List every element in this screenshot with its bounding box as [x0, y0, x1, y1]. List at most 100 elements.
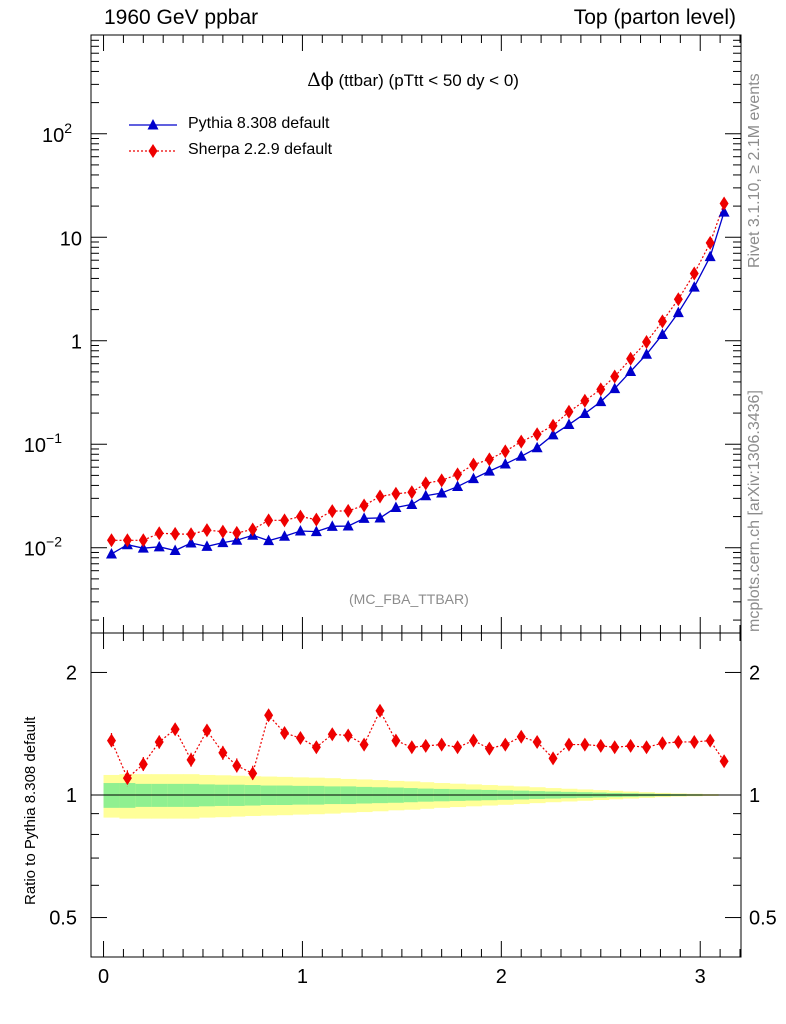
sherpa-ratio-point [642, 740, 652, 755]
sherpa-ratio-point [311, 740, 321, 755]
sherpa-ratio-line [110, 709, 725, 780]
sherpa-point [375, 489, 385, 504]
ratio-y-tick-label: 1 [66, 785, 77, 807]
pythia-point [294, 525, 306, 536]
sherpa-ratio-point [202, 723, 212, 738]
sherpa-ratio-point [705, 733, 715, 748]
sherpa-ratio-point [596, 738, 606, 753]
y-tick-label: 10−2 [24, 534, 62, 561]
sherpa-ratio-point [248, 766, 258, 781]
pythia-point [704, 250, 716, 262]
sherpa-ratio-point [484, 741, 494, 756]
analysis-label: (MC_FBA_TTBAR) [349, 591, 469, 607]
rivet-label: Rivet 3.1.10, ≥ 2.1M events [746, 73, 763, 268]
sherpa-ratio-point [343, 728, 353, 743]
header-right: Top (parton level) [573, 6, 736, 29]
x-tick-label: 2 [496, 966, 507, 988]
sherpa-ratio-point [218, 745, 228, 760]
sherpa-point [532, 427, 542, 442]
sherpa-ratio-point [154, 734, 164, 749]
ratio-y-tick-label: 2 [749, 662, 760, 684]
sherpa-ratio-point [122, 771, 132, 786]
sherpa-ratio-point [516, 729, 526, 744]
sherpa-point [421, 476, 431, 491]
sherpa-point [359, 498, 369, 513]
pythia-point [718, 206, 730, 217]
sherpa-point [122, 533, 132, 548]
sherpa-point [170, 526, 180, 541]
sherpa-ratio-point [186, 752, 196, 767]
pythia-point [185, 537, 197, 548]
ratio-y-tick-label: 2 [66, 662, 77, 684]
sherpa-ratio-point [532, 734, 542, 749]
pythia-point [499, 458, 511, 469]
pythia-point [452, 480, 464, 492]
plot-title: Δϕ (ttbar) (pTtt < 50 dy < 0) [0, 69, 786, 91]
pythia-point [374, 511, 386, 523]
ratio-y-tick-label: 0.5 [49, 908, 77, 930]
pythia-point [326, 520, 338, 531]
sherpa-point [657, 314, 667, 329]
sherpa-point [218, 524, 228, 539]
ratio-y-tick-label: 0.5 [749, 908, 777, 930]
x-tick-label: 3 [695, 966, 706, 988]
y-tick-label: 10 [60, 228, 82, 250]
pythia-point [641, 348, 653, 359]
pythia-point [169, 544, 181, 556]
pythia-point [547, 428, 559, 440]
sherpa-line [111, 203, 725, 541]
sherpa-ratio-point [280, 726, 290, 741]
sherpa-point [154, 526, 164, 541]
sherpa-point [580, 393, 590, 408]
pythia-point [201, 540, 213, 551]
sherpa-point [202, 523, 212, 538]
sherpa-point [248, 522, 258, 537]
sherpa-point [407, 485, 417, 500]
sherpa-ratio-point [138, 757, 148, 772]
sherpa-point [264, 513, 274, 528]
pythia-point [105, 547, 117, 559]
sherpa-point [642, 334, 652, 349]
ratio-axis-ticks: 0 1 2 3 0.5 0.5 1 1 2 2 [49, 633, 777, 988]
main-axis-ticks: 10−2 10−1 1 10 102 [24, 34, 741, 633]
legend-markers [129, 119, 177, 158]
sherpa-ratio-point [106, 733, 116, 748]
sherpa-ratio-point [657, 736, 667, 751]
sherpa-point [705, 235, 715, 250]
sherpa-ratio-point [327, 727, 337, 742]
y-tick-label: 1 [71, 332, 82, 354]
pythia-point [563, 418, 575, 430]
sherpa-ratio-point [610, 740, 620, 755]
pythia-point [279, 530, 291, 541]
sherpa-point [453, 467, 463, 482]
pythia-point [342, 520, 354, 531]
pythia-point [263, 534, 275, 546]
sherpa-point [186, 527, 196, 542]
sherpa-ratio-point [264, 708, 274, 723]
sherpa-point [232, 525, 242, 540]
sherpa-point [327, 504, 337, 519]
sherpa-point [311, 512, 321, 527]
sherpa-point [500, 444, 510, 459]
sherpa-point [484, 452, 494, 467]
sherpa-point [564, 404, 574, 419]
pythia-point [483, 465, 495, 476]
y-tick-label: 10−1 [24, 430, 62, 457]
x-tick-label: 1 [297, 966, 308, 988]
legend-marker-sherpa [148, 144, 158, 158]
sherpa-ratio-point [626, 738, 636, 753]
pythia-point [358, 512, 370, 523]
sherpa-ratio-point [548, 751, 558, 766]
sherpa-point [343, 503, 353, 518]
sherpa-ratio-point [453, 740, 463, 755]
pythia-point [672, 306, 684, 318]
sherpa-ratio-point [719, 754, 729, 769]
pythia-line [111, 211, 725, 555]
pythia-point [595, 395, 607, 407]
sherpa-point [719, 196, 729, 211]
sherpa-ratio-point [421, 738, 431, 753]
sherpa-ratio-point [580, 737, 590, 752]
sherpa-ratio-point [468, 733, 478, 748]
pythia-point [310, 525, 322, 537]
sherpa-point [280, 513, 290, 528]
